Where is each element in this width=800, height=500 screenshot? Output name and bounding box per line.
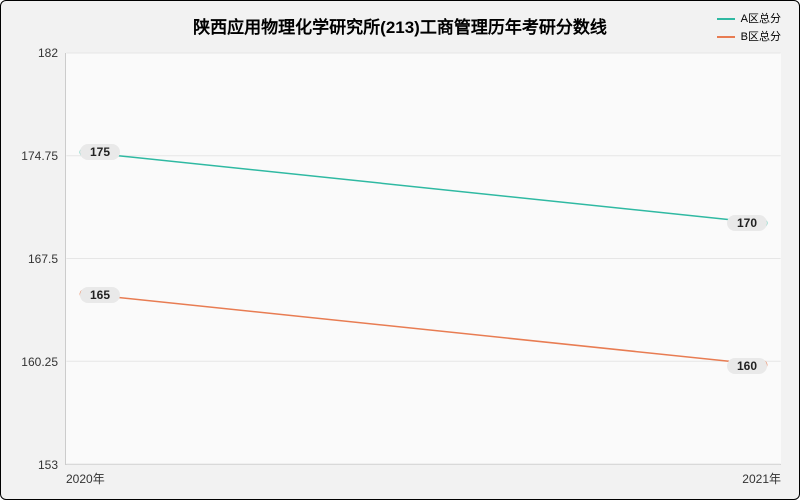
value-badge: 160 <box>727 358 767 374</box>
plot-area: 153160.25167.5174.751822020年2021年1751701… <box>65 53 781 465</box>
plot-svg <box>66 53 781 464</box>
legend-item-b: B区总分 <box>717 29 781 45</box>
value-badge: 170 <box>727 215 767 231</box>
y-tick-label: 182 <box>38 46 66 60</box>
x-tick-label: 2020年 <box>66 464 105 487</box>
chart-container: 陕西应用物理化学研究所(213)工商管理历年考研分数线 A区总分 B区总分 15… <box>0 0 800 500</box>
y-tick-label: 160.25 <box>21 355 66 369</box>
value-badge: 165 <box>80 287 120 303</box>
value-badge: 175 <box>80 144 120 160</box>
y-tick-label: 153 <box>38 458 66 472</box>
legend-label-b: B区总分 <box>741 29 781 45</box>
y-tick-label: 167.5 <box>28 252 66 266</box>
legend-item-a: A区总分 <box>717 11 781 27</box>
chart-title: 陕西应用物理化学研究所(213)工商管理历年考研分数线 <box>1 13 799 38</box>
legend: A区总分 B区总分 <box>717 11 781 47</box>
legend-swatch-b <box>717 36 735 38</box>
legend-label-a: A区总分 <box>741 11 781 27</box>
y-tick-label: 174.75 <box>21 149 66 163</box>
x-tick-label: 2021年 <box>742 464 781 487</box>
legend-swatch-a <box>717 18 735 20</box>
